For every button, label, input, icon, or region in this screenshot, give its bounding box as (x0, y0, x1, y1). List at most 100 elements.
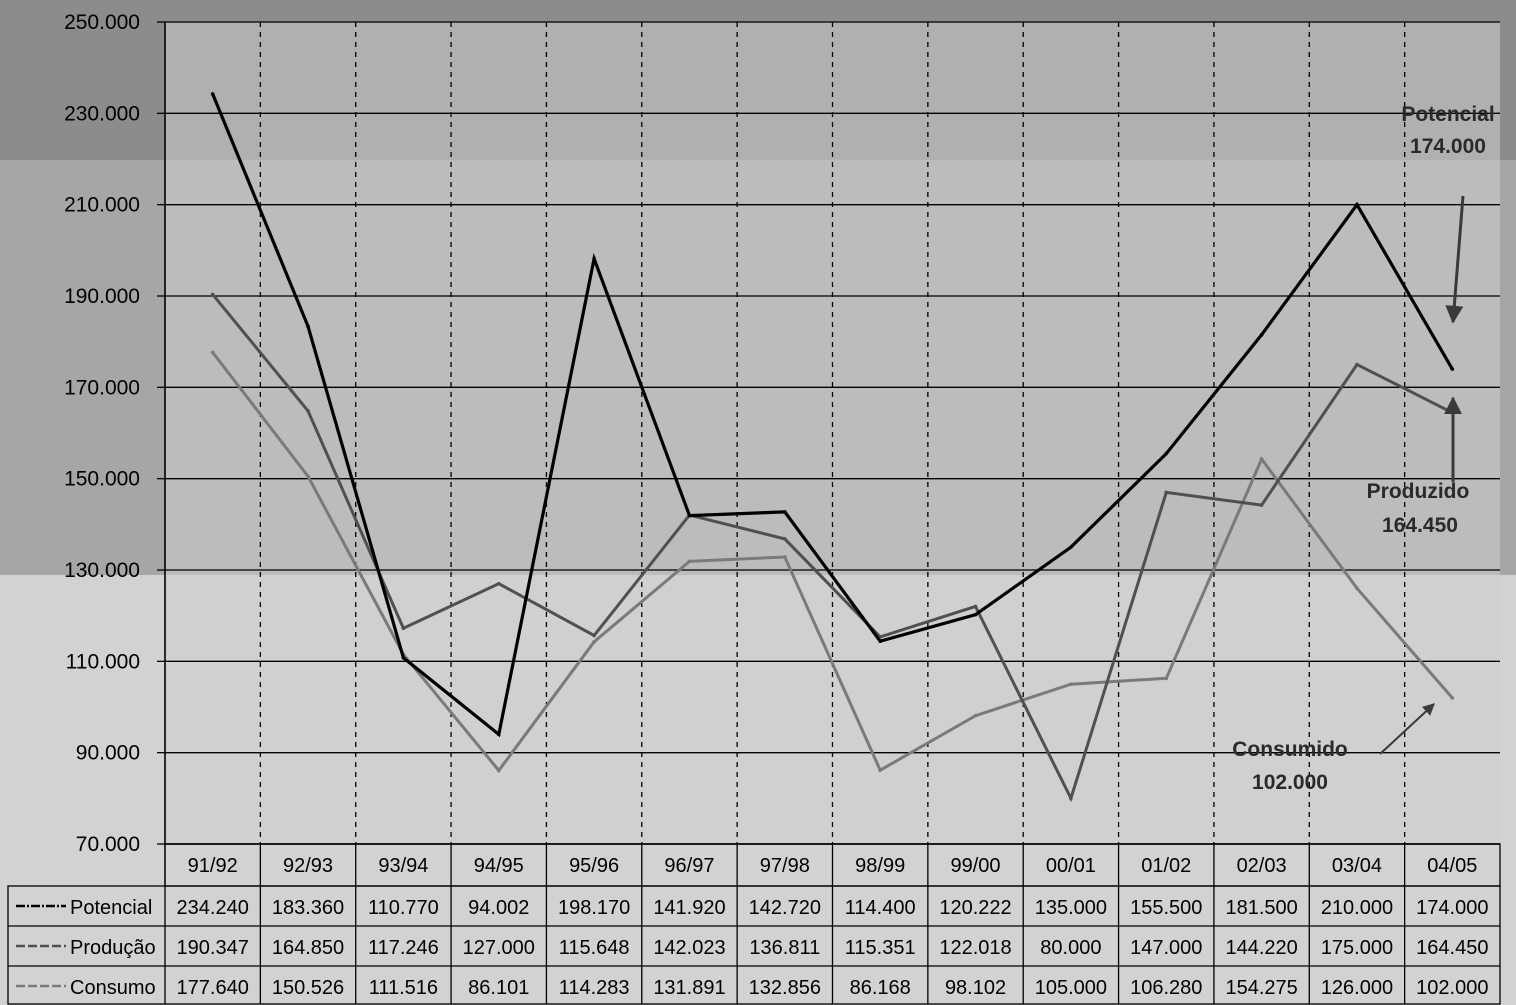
data-point (401, 626, 406, 631)
table-cell: 115.351 (845, 937, 916, 959)
annotation-consumido-value: 102.000 (1252, 771, 1328, 794)
legend-label: Consumo (70, 977, 156, 999)
table-cell: 94.002 (468, 897, 529, 919)
y-tick-label: 210.000 (64, 194, 140, 217)
table-cell: 132.856 (749, 977, 821, 999)
data-point (1450, 696, 1455, 700)
table-cell: 111.516 (369, 977, 438, 999)
annotation-consumido-title: Consumido (1232, 738, 1348, 761)
series-line-consumo (211, 351, 1454, 773)
data-point (306, 324, 310, 329)
data-point (210, 92, 215, 96)
data-point (973, 604, 978, 609)
data-point (1164, 490, 1169, 495)
data-point (878, 639, 882, 644)
y-tick-label: 190.000 (64, 285, 140, 308)
table-cell: 127.000 (463, 937, 535, 959)
data-point (1259, 333, 1264, 337)
series-lines (210, 92, 1455, 803)
table-cell: 142.023 (653, 937, 725, 959)
annotation-potencial-arrow (1445, 195, 1465, 324)
table-cell: 142.720 (749, 897, 821, 919)
data-point (210, 350, 215, 355)
data-point (973, 713, 978, 718)
data-point (1355, 362, 1359, 367)
table-cell: 135.000 (1035, 897, 1107, 919)
y-axis-ticks: 250.000 230.000 210.000 190.000 170.000 150.0… (64, 11, 140, 856)
y-tick-label: 250.000 (64, 11, 140, 34)
data-point (592, 633, 596, 638)
table-cell: 115.648 (559, 937, 630, 959)
table-cell: 86.101 (468, 977, 529, 999)
x-tick-label: 01/02 (1141, 855, 1191, 877)
y-tick-label: 130.000 (64, 559, 140, 582)
annotation-consumido: Consumido 102.000 (1232, 703, 1435, 794)
data-point (401, 656, 406, 660)
table-cell: 155.500 (1130, 897, 1202, 919)
table-cell: 110.770 (368, 897, 439, 919)
data-point (1069, 796, 1073, 801)
x-tick-label: 03/04 (1332, 855, 1382, 877)
table-cell: 190.347 (177, 937, 249, 959)
table-body (7, 885, 1501, 1005)
data-table: 91/92 92/93 93/94 94/95 95/96 96/97 97/98 98/99… (7, 843, 1501, 1005)
data-point (1259, 457, 1264, 461)
table-cell: 105.000 (1035, 977, 1107, 999)
legend-label: Produção (70, 937, 156, 959)
data-point (1355, 202, 1359, 207)
x-tick-label: 98/99 (855, 855, 905, 877)
data-point (496, 732, 501, 737)
table-cell: 234.240 (177, 897, 249, 919)
data-point (1069, 682, 1073, 686)
data-point (1069, 545, 1073, 549)
x-tick-label: 91/92 (188, 855, 238, 877)
data-point (306, 409, 310, 413)
annotation-potencial-title: Potencial (1401, 103, 1494, 126)
table-cell: 175.000 (1321, 937, 1393, 959)
y-tick-label: 170.000 (64, 376, 140, 399)
data-point (1355, 586, 1359, 591)
data-point (1259, 503, 1264, 507)
x-tick-label: 04/05 (1427, 855, 1477, 877)
table-cell: 210.000 (1321, 897, 1393, 919)
data-point (1164, 451, 1169, 456)
table-cell: 86.168 (850, 977, 911, 999)
data-point (1450, 367, 1455, 371)
table-cell: 131.891 (653, 977, 725, 999)
annotation-produzido-title: Produzido (1367, 480, 1470, 503)
x-tick-label: 02/03 (1237, 855, 1287, 877)
data-point (783, 537, 787, 541)
y-tick-label: 90.000 (76, 742, 140, 765)
series-line-potencial (211, 93, 1454, 738)
table-cell: 198.170 (558, 897, 630, 919)
table-cell: 147.000 (1130, 937, 1202, 959)
table-cell: 80.000 (1040, 937, 1101, 959)
legend-label: Potencial (70, 897, 152, 919)
table-cell: 98.102 (945, 977, 1006, 999)
annotation-produzido-value: 164.450 (1382, 514, 1458, 537)
annotation-consumido-arrow (1379, 703, 1435, 755)
data-point (783, 510, 787, 514)
annotation-produzido: Produzido 164.450 (1367, 396, 1470, 537)
data-point (496, 581, 501, 586)
x-tick-label: 94/95 (474, 855, 524, 877)
annotation-potencial: Potencial 174.000 (1401, 103, 1495, 324)
table-cell: 114.283 (559, 977, 630, 999)
data-point (973, 612, 978, 617)
table-cell: 150.526 (272, 977, 344, 999)
y-tick-label: 70.000 (76, 833, 140, 856)
x-tick-label: 93/94 (378, 855, 428, 877)
data-point (210, 292, 215, 297)
x-tick-label: 97/98 (760, 855, 810, 877)
table-cell: 120.222 (939, 897, 1011, 919)
x-tick-label: 99/00 (951, 855, 1001, 877)
table-cell: 164.850 (272, 937, 344, 959)
data-point (592, 639, 596, 644)
data-point (687, 513, 692, 518)
table-cell: 154.275 (1225, 977, 1297, 999)
x-tick-label: 00/01 (1046, 855, 1096, 877)
table-cell: 122.018 (939, 937, 1011, 959)
table-cell: 114.400 (845, 897, 916, 919)
y-tick-label: 110.000 (66, 650, 140, 673)
